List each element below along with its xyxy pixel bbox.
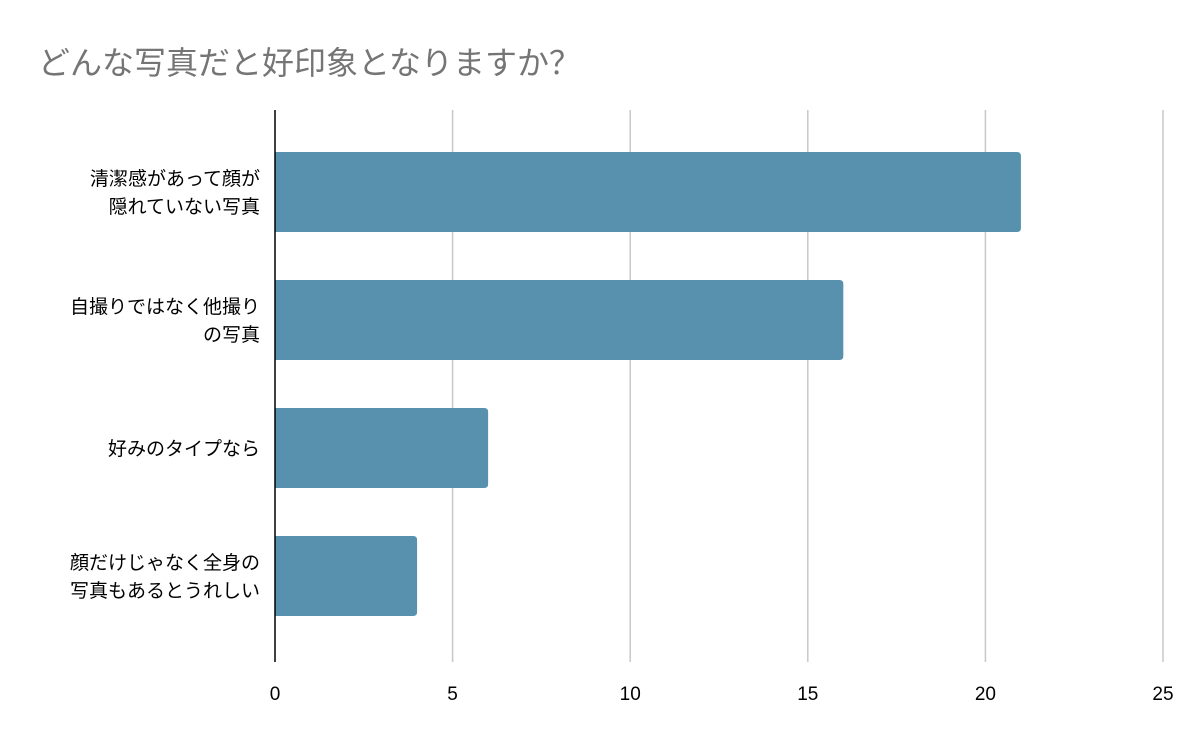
- category-label: 清潔感があって顔が: [90, 168, 260, 190]
- x-tick-label: 25: [1152, 684, 1173, 705]
- category-label: 写真もあるとうれしい: [70, 580, 260, 602]
- category-label: 顔だけじゃなく全身の: [70, 552, 260, 574]
- chart-title: どんな写真だと好印象となりますか？: [38, 44, 582, 82]
- category-label: 隠れていない写真: [109, 196, 260, 218]
- bars: [275, 152, 1021, 616]
- x-tick-label: 15: [797, 684, 818, 705]
- x-tick-label: 20: [975, 684, 996, 705]
- category-label: 好みのタイプなら: [108, 438, 260, 460]
- bar: [275, 280, 844, 360]
- bar: [275, 152, 1021, 232]
- tick-labels: 0 5 10 15 20 25: [270, 684, 1174, 705]
- category-label: 自撮りではなく他撮り: [70, 296, 260, 318]
- x-tick-label: 0: [270, 684, 281, 705]
- x-tick-label: 5: [447, 684, 458, 705]
- category-labels: 清潔感があって顔が隠れていない写真自撮りではなく他撮りの写真好みのタイプなら顔だ…: [70, 168, 260, 602]
- bar: [275, 536, 418, 616]
- x-tick-label: 10: [620, 684, 641, 705]
- bar: [275, 408, 489, 488]
- category-label: の写真: [203, 324, 260, 346]
